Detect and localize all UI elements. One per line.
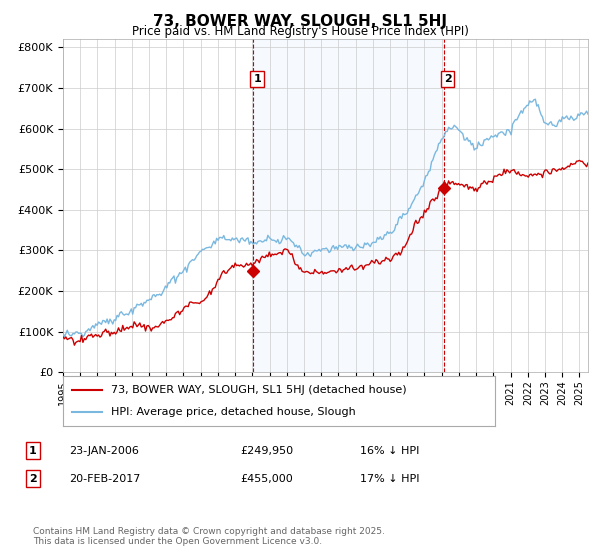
Bar	[253, 39, 444, 372]
Text: 1: 1	[253, 74, 261, 84]
Text: 2: 2	[444, 74, 452, 84]
Text: 20-FEB-2017: 20-FEB-2017	[69, 474, 140, 484]
Text: 73, BOWER WAY, SLOUGH, SL1 5HJ (detached house): 73, BOWER WAY, SLOUGH, SL1 5HJ (detached…	[110, 385, 406, 395]
Text: 2: 2	[29, 474, 37, 484]
Text: 16% ↓ HPI: 16% ↓ HPI	[360, 446, 419, 456]
Text: 73, BOWER WAY, SLOUGH, SL1 5HJ: 73, BOWER WAY, SLOUGH, SL1 5HJ	[153, 14, 447, 29]
Text: 17% ↓ HPI: 17% ↓ HPI	[360, 474, 419, 484]
Text: HPI: Average price, detached house, Slough: HPI: Average price, detached house, Slou…	[110, 407, 355, 417]
Text: £455,000: £455,000	[240, 474, 293, 484]
Text: Contains HM Land Registry data © Crown copyright and database right 2025.
This d: Contains HM Land Registry data © Crown c…	[33, 526, 385, 546]
Text: 23-JAN-2006: 23-JAN-2006	[69, 446, 139, 456]
Text: Price paid vs. HM Land Registry's House Price Index (HPI): Price paid vs. HM Land Registry's House …	[131, 25, 469, 38]
Text: 1: 1	[29, 446, 37, 456]
Text: £249,950: £249,950	[240, 446, 293, 456]
